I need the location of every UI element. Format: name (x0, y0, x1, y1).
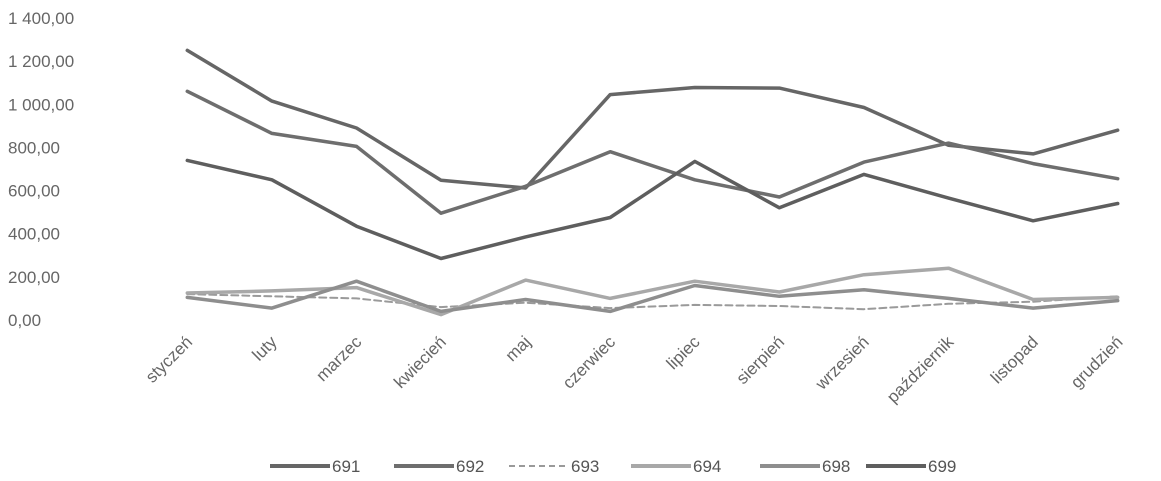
series-line-692 (185, 89, 1120, 215)
legend-label: 698 (822, 457, 850, 476)
y-tick-label: 0,00 (8, 311, 41, 330)
y-tick-label: 200,00 (8, 268, 60, 287)
x-tick-label: lipiec (663, 332, 704, 373)
x-tick-label: maj (502, 332, 535, 365)
x-axis: styczeń luty marzec kwiecień maj czerwiec lipi… (142, 332, 1127, 407)
legend-item-699: 699 (866, 457, 956, 476)
y-axis: 0,00 200,00 400,00 600,00 800,00 1 000,00 1 20… (8, 9, 74, 330)
y-tick-label: 400,00 (8, 225, 60, 244)
y-tick-label: 1 000,00 (8, 95, 74, 114)
y-tick-label: 600,00 (8, 182, 60, 201)
series-lines (185, 48, 1120, 317)
x-tick-label: marzec (312, 332, 365, 385)
legend-label: 699 (928, 457, 956, 476)
legend-label: 693 (571, 457, 599, 476)
x-tick-label: grudzień (1067, 332, 1127, 392)
series-line-694 (185, 266, 1120, 317)
series-line-698 (185, 279, 1120, 314)
x-tick-label: kwiecień (390, 332, 450, 392)
legend-item-698: 698 (760, 457, 850, 476)
x-tick-label: czerwiec (559, 332, 620, 393)
legend-label: 694 (693, 457, 721, 476)
y-tick-label: 800,00 (8, 138, 60, 157)
y-tick-label: 1 200,00 (8, 52, 74, 71)
x-tick-label: wrzesień (811, 332, 873, 394)
legend-item-694: 694 (631, 457, 721, 476)
x-tick-label: styczeń (142, 332, 196, 386)
series-line-699 (185, 158, 1120, 261)
legend: 691 692 693 694 698 699 (270, 457, 956, 476)
x-tick-label: sierpień (733, 332, 789, 388)
x-tick-label: październik (883, 332, 958, 407)
x-tick-label: luty (249, 332, 281, 364)
legend-label: 692 (456, 457, 484, 476)
legend-item-691: 691 (270, 457, 360, 476)
x-tick-label: listopad (987, 332, 1042, 387)
legend-label: 691 (332, 457, 360, 476)
legend-item-692: 692 (394, 457, 484, 476)
series-line-693 (186, 293, 1119, 311)
y-tick-label: 1 400,00 (8, 9, 74, 28)
legend-item-693: 693 (509, 457, 599, 476)
